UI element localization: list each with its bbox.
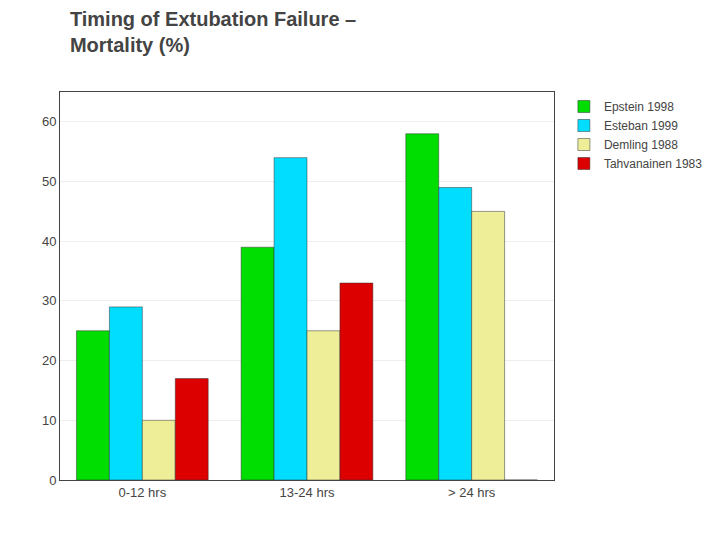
svg-text:60: 60 [42,114,56,129]
svg-text:Tahvanainen 1983: Tahvanainen 1983 [604,157,702,171]
svg-text:30: 30 [42,293,56,308]
svg-text:0: 0 [49,473,56,488]
svg-text:Epstein 1998: Epstein 1998 [604,100,674,114]
svg-text:Esteban 1999: Esteban 1999 [604,119,678,133]
svg-text:40: 40 [42,234,56,249]
svg-text:50: 50 [42,174,56,189]
svg-text:Demling 1988: Demling 1988 [604,138,678,152]
svg-text:10: 10 [42,413,56,428]
svg-text:13-24 hrs: 13-24 hrs [280,485,335,500]
svg-text:Timing of Extubation Failure –: Timing of Extubation Failure –Mortality … [70,8,356,56]
svg-text:20: 20 [42,353,56,368]
svg-text:> 24 hrs: > 24 hrs [448,485,496,500]
svg-text:0-12 hrs: 0-12 hrs [118,485,166,500]
